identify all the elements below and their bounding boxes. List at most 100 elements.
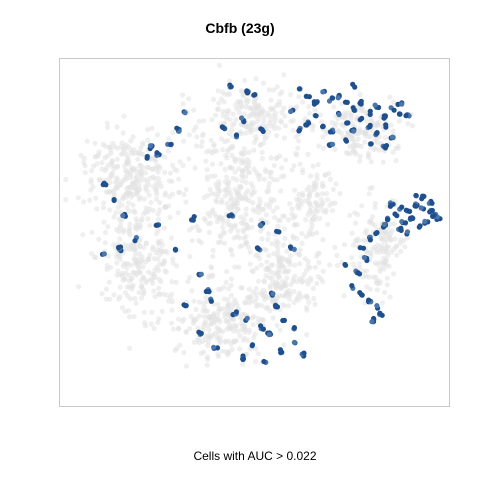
background-cell-point: [272, 118, 278, 124]
background-cell-point: [398, 237, 404, 243]
background-cell-point: [162, 204, 168, 210]
background-cell-point: [247, 126, 253, 132]
background-cell-point: [123, 142, 129, 148]
high-auc-cell-point: [101, 251, 107, 257]
background-cell-point: [82, 163, 88, 169]
background-cell-point: [296, 252, 303, 258]
background-cell-point: [333, 181, 339, 187]
background-cell-point: [228, 276, 234, 282]
background-cell-point: [105, 253, 111, 259]
background-cell-point: [128, 262, 135, 268]
background-cell-point: [261, 114, 267, 120]
background-cell-point: [228, 247, 234, 253]
background-cell-point: [207, 186, 213, 192]
background-cell-point: [137, 225, 143, 231]
high-auc-cell-point: [369, 319, 375, 325]
background-cell-point: [89, 229, 95, 235]
high-auc-cell-point: [343, 262, 349, 268]
high-auc-cell-point: [291, 339, 297, 345]
background-cell-point: [194, 134, 200, 140]
background-cell-point: [214, 199, 220, 205]
background-cell-point: [226, 350, 232, 356]
background-cell-point: [363, 273, 369, 279]
high-auc-cell-point: [392, 211, 398, 217]
background-cell-point: [196, 340, 202, 346]
high-auc-cell-point: [357, 245, 363, 251]
background-cell-point: [393, 145, 399, 152]
background-cell-point: [294, 196, 300, 203]
background-cell-point: [156, 291, 162, 297]
background-cell-point: [147, 252, 153, 258]
background-cell-point: [110, 188, 116, 194]
background-cell-point: [159, 308, 165, 314]
background-cell-point: [286, 303, 292, 309]
background-cell-point: [207, 315, 213, 321]
background-cell-point: [314, 230, 320, 236]
background-cell-point: [132, 257, 138, 263]
background-cell-point: [312, 301, 318, 307]
background-cell-point: [210, 161, 216, 167]
background-cell-point: [141, 211, 147, 217]
background-cell-point: [262, 297, 268, 303]
background-cell-point: [124, 205, 130, 211]
background-cell-point: [117, 256, 123, 262]
background-cell-point: [201, 216, 207, 222]
high-auc-cell-point: [404, 229, 411, 235]
background-cell-point: [224, 201, 230, 207]
background-cell-point: [208, 137, 214, 143]
background-cell-point: [281, 105, 287, 111]
background-cell-point: [356, 261, 363, 267]
background-cell-point: [330, 186, 336, 193]
background-cell-point: [229, 252, 235, 258]
background-cell-point: [357, 158, 363, 164]
background-cell-point: [130, 242, 136, 248]
background-cell-point: [222, 91, 228, 97]
background-cell-point: [151, 256, 157, 262]
background-cell-point: [176, 176, 182, 182]
background-cell-point: [274, 322, 280, 328]
highlighted-cells: [99, 81, 443, 365]
background-cell-point: [237, 157, 243, 163]
high-auc-cell-point: [233, 309, 239, 315]
background-cell-point: [296, 138, 302, 144]
background-cell-point: [276, 125, 282, 131]
background-cell-point: [93, 195, 99, 201]
background-cell-point: [236, 184, 242, 190]
background-cell-point: [266, 180, 272, 186]
background-cell-point: [114, 260, 120, 266]
background-cell-point: [334, 262, 341, 268]
background-cell-point: [300, 167, 306, 173]
background-cell-point: [319, 119, 325, 125]
high-auc-cell-point: [172, 246, 178, 252]
background-cell-point: [189, 238, 195, 244]
background-cell-point: [99, 291, 105, 297]
background-cell-point: [199, 139, 205, 145]
background-cell-point: [385, 252, 391, 258]
background-cell-point: [170, 129, 176, 136]
background-cell-point: [341, 293, 347, 299]
background-cell-point: [231, 203, 237, 210]
background-cell-point: [292, 273, 298, 279]
background-cell-point: [255, 103, 262, 109]
high-auc-cell-point: [239, 115, 245, 121]
background-cell-point: [82, 169, 88, 176]
background-cell-point: [114, 124, 120, 130]
high-auc-cell-point: [196, 329, 202, 335]
background-cell-point: [287, 201, 293, 207]
background-cell-point: [143, 279, 149, 285]
background-cell-point: [282, 235, 288, 241]
background-cell-point: [120, 130, 126, 136]
background-cell-point: [209, 274, 216, 280]
background-cell-point: [290, 127, 296, 133]
background-cell-point: [104, 124, 111, 131]
high-auc-cell-point: [273, 303, 279, 309]
background-cell-point: [158, 238, 164, 244]
background-cell-point: [209, 173, 215, 179]
background-cell-point: [364, 284, 370, 290]
background-cell-point: [226, 312, 232, 318]
high-auc-cell-point: [228, 84, 234, 90]
high-auc-cell-point: [260, 326, 266, 332]
background-cell-point: [241, 111, 247, 117]
background-cell-point: [241, 159, 247, 165]
background-cell-point: [202, 333, 208, 339]
